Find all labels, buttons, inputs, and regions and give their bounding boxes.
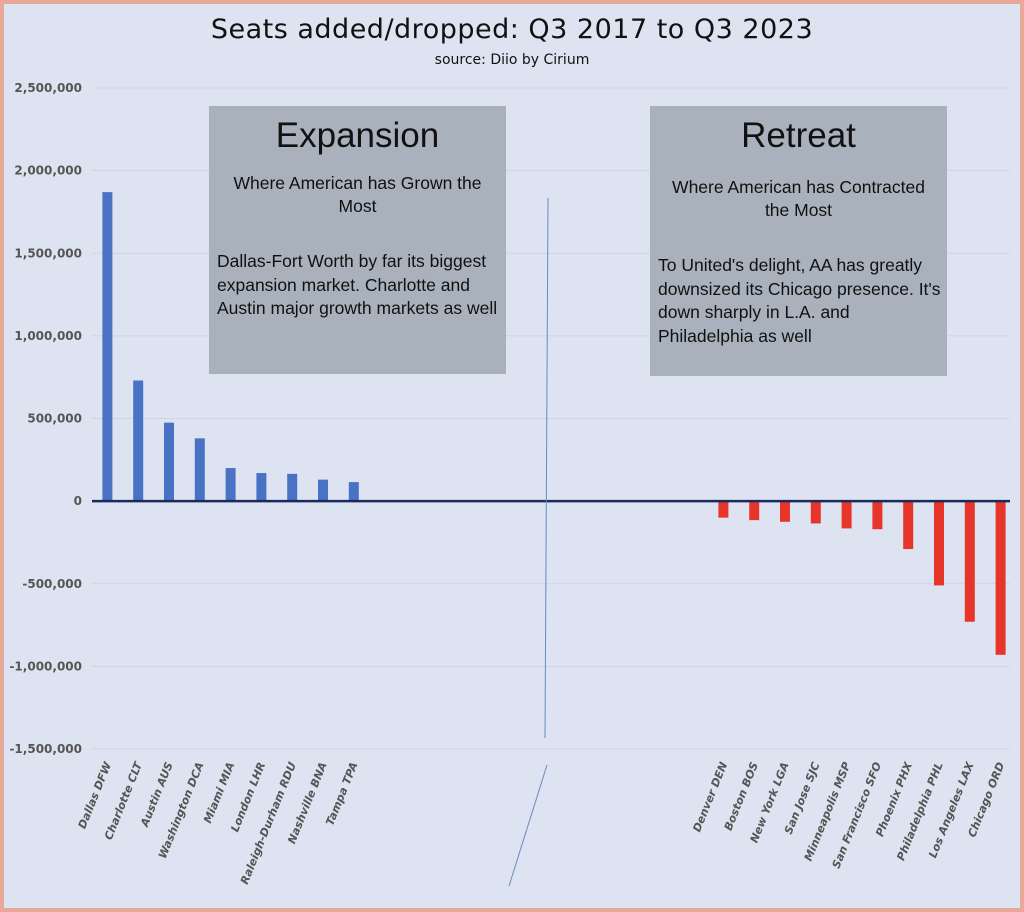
- bar: [194, 438, 205, 502]
- group-divider-line: [508, 764, 548, 887]
- bar: [810, 501, 821, 524]
- y-tick-label: 2,000,000: [14, 164, 82, 178]
- bar: [256, 473, 267, 502]
- bar: [718, 501, 729, 518]
- group-divider-line: [544, 197, 549, 739]
- x-tick-label: Miami MIA: [201, 760, 237, 825]
- bar: [964, 501, 975, 622]
- retreat-subheading: Where American has Contracted the Most: [672, 177, 925, 220]
- bar: [903, 501, 914, 550]
- retreat-heading: Retreat: [741, 116, 856, 155]
- x-tick-label: Raleigh-Durham RDU: [238, 760, 299, 886]
- y-tick-label: -1,000,000: [9, 659, 82, 673]
- chart-subtitle: source: Diio by Cirium: [434, 52, 590, 68]
- x-tick-label: Tampa TPA: [323, 760, 360, 827]
- bar: [318, 479, 328, 502]
- bar: [749, 501, 760, 521]
- retreat-callout: Retreat Where American has Contracted th…: [650, 106, 947, 376]
- y-tick-label: -1,500,000: [9, 742, 82, 756]
- y-tick-label: 2,500,000: [14, 81, 82, 95]
- expansion-subheading: Where American has Grown the Most: [233, 173, 482, 216]
- expansion-text: Dallas-Fort Worth by far its biggest exp…: [217, 251, 498, 318]
- bar: [133, 380, 144, 502]
- y-tick-label: 500,000: [27, 412, 82, 426]
- bar: [225, 468, 236, 502]
- expansion-heading: Expansion: [275, 116, 440, 155]
- bar: [841, 501, 852, 529]
- bar: [287, 473, 298, 502]
- y-tick-label: 0: [74, 494, 82, 508]
- expansion-callout: Expansion Where American has Grown the M…: [209, 106, 506, 374]
- y-tick-label: 1,500,000: [14, 246, 82, 260]
- bar: [872, 501, 883, 530]
- retreat-text: To United's delight, AA has greatly down…: [658, 255, 941, 346]
- bar: [934, 501, 944, 586]
- bar: [102, 192, 113, 502]
- y-tick-label: -500,000: [22, 577, 82, 591]
- y-tick-label: 1,000,000: [14, 329, 82, 343]
- bar: [780, 501, 790, 522]
- chart-title: Seats added/dropped: Q3 2017 to Q3 2023: [210, 14, 814, 45]
- bar: [348, 482, 359, 502]
- bar: [164, 422, 174, 502]
- bar: [995, 501, 1006, 655]
